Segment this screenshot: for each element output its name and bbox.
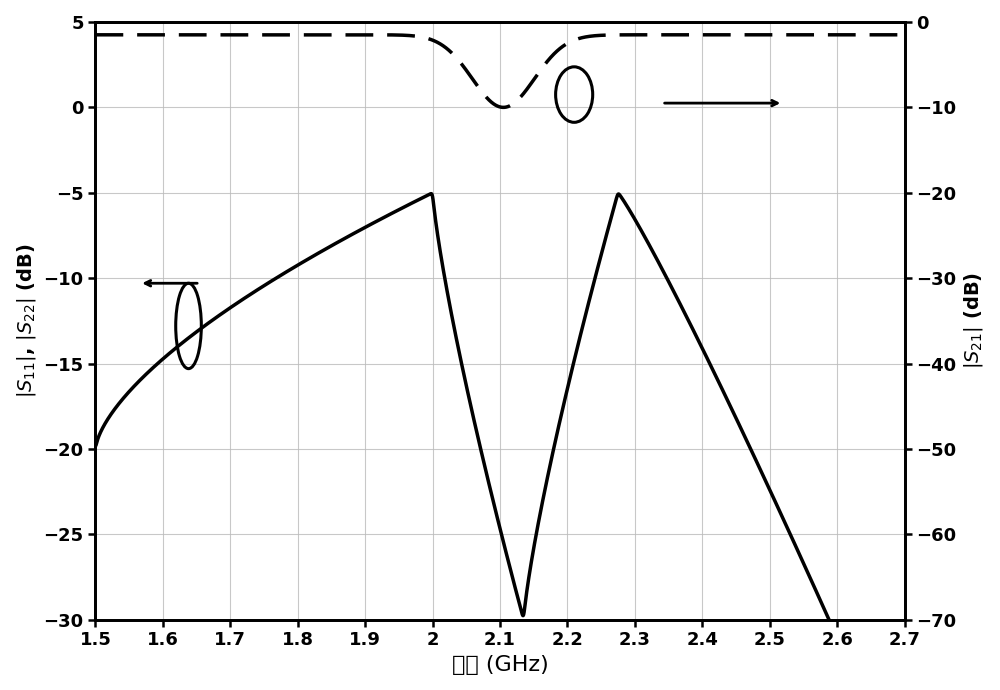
Y-axis label: $|S_{11}|$, $|S_{22}|$ (dB): $|S_{11}|$, $|S_{22}|$ (dB)	[15, 244, 38, 398]
X-axis label: 频率 (GHz): 频率 (GHz)	[452, 655, 548, 675]
Y-axis label: $|S_{21}|$ (dB): $|S_{21}|$ (dB)	[962, 273, 985, 369]
